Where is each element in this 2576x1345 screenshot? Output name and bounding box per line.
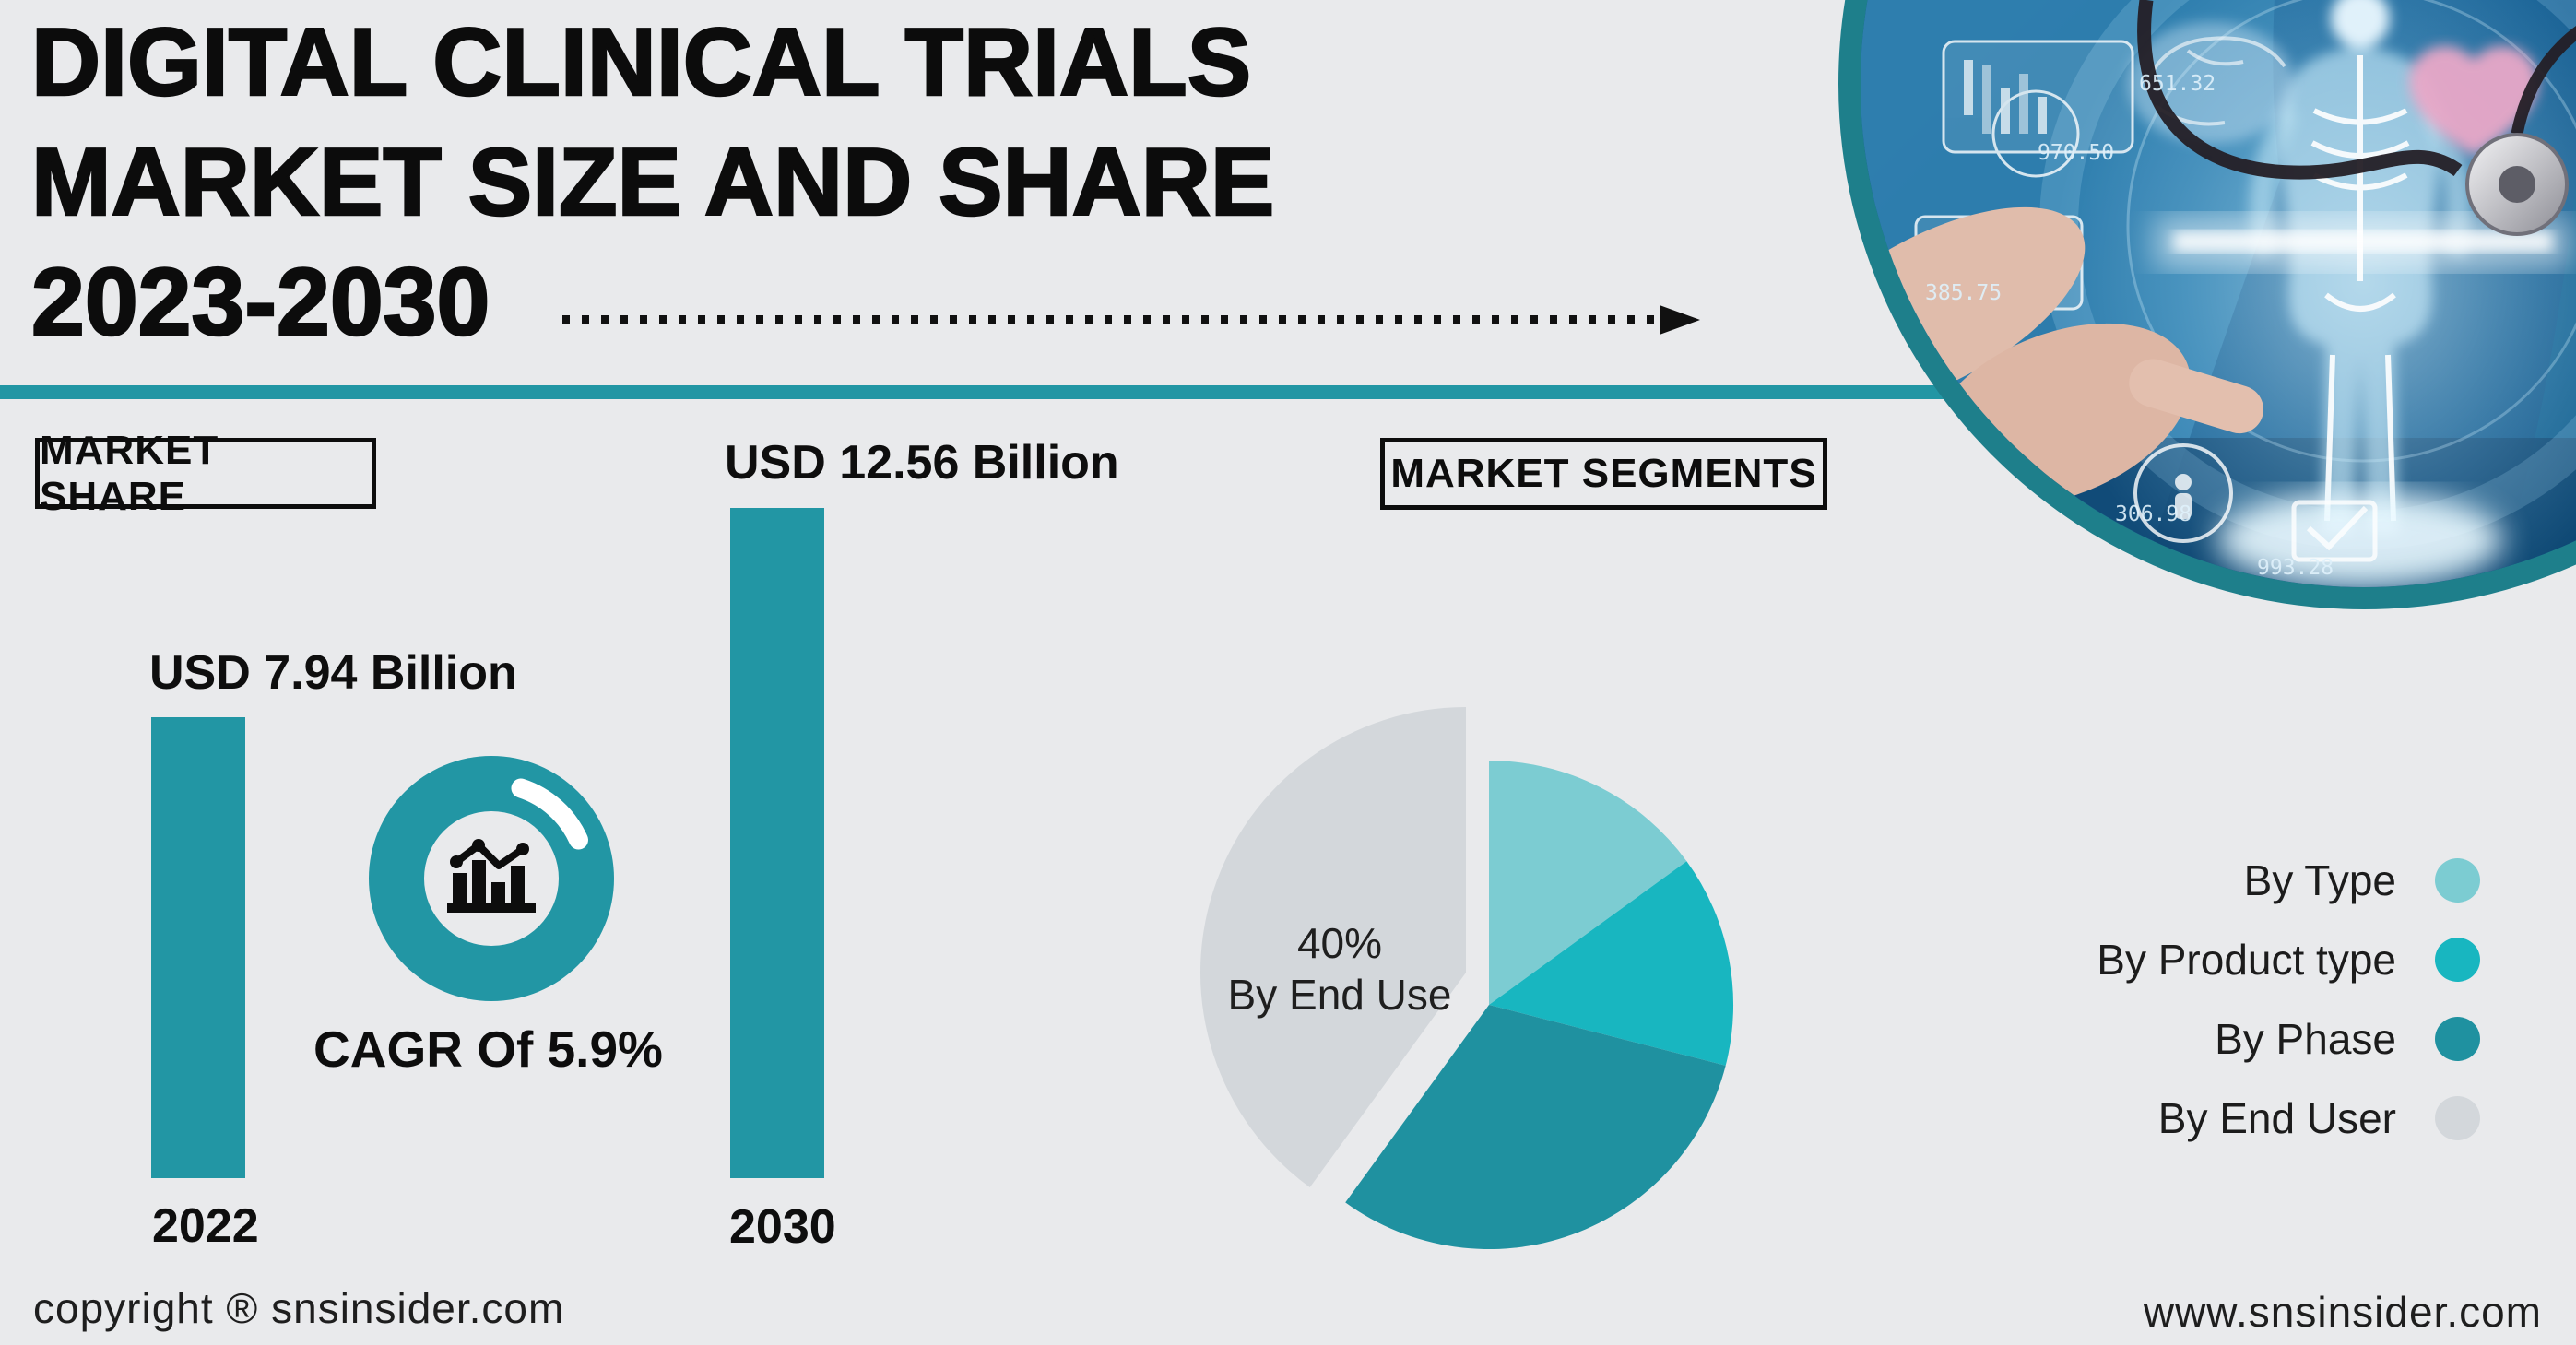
heart-illustration [2409, 45, 2538, 156]
photo-numbers: 651.32 970.50 385.75 306.98 993.28 [1925, 72, 2334, 580]
website-url: www.snsinsider.com [2143, 1288, 2542, 1336]
legend-row-by-phase: By Phase [2097, 999, 2480, 1079]
pie-slice-by-end-user [1199, 707, 1466, 1187]
cagr-label: CAGR Of 5.9% [313, 1021, 663, 1078]
market-segments-badge-label: MARKET SEGMENTS [1390, 451, 1817, 496]
legend-row-by-end-user: By End User [2097, 1079, 2480, 1158]
photo-number: 651.32 [2139, 72, 2216, 96]
hero-photo-svg: 651.32 970.50 385.75 306.98 993.28 [1861, 0, 2576, 587]
bar-year-2022: 2022 [152, 1199, 259, 1253]
market-share-badge: MARKET SHARE [35, 428, 376, 519]
legend-row-by-product-type: By Product type [2097, 920, 2480, 999]
legend-swatch [2435, 1017, 2480, 1061]
title-line-1: DIGITAL CLINICAL TRIALS [30, 8, 1253, 118]
growth-chart-icon [447, 839, 536, 913]
pie-center-label: 40% By End Use [1201, 917, 1478, 1021]
cagr-badge [369, 756, 614, 1001]
pie-slice-by-type [1489, 761, 1687, 1005]
legend-label: By Product type [2097, 936, 2396, 984]
photo-number: 385.75 [1925, 281, 2002, 305]
title-line-3: 2023-2030 [30, 248, 491, 358]
ring-highlight [511, 778, 588, 850]
bar-2030 [730, 508, 824, 1178]
legend-row-by-type: By Type [2097, 841, 2480, 920]
market-share-badge-label: MARKET SHARE [40, 427, 219, 519]
photo-number: 306.98 [2115, 502, 2192, 526]
photo-number: 970.50 [2038, 141, 2114, 165]
copyright-text: copyright ® snsinsider.com [33, 1284, 565, 1332]
market-segments-badge: MARKET SEGMENTS [1380, 438, 1827, 510]
dotted-arrow [562, 305, 1700, 335]
legend-swatch [2435, 858, 2480, 903]
divider-bar [0, 385, 2576, 399]
legend: By Type By Product type By Phase By End Use… [2097, 841, 2480, 1158]
bar-value-2022: USD 7.94 Billion [149, 646, 517, 700]
legend-label: By Type [2243, 856, 2396, 904]
bar-2022 [151, 717, 245, 1178]
title-line-2: MARKET SIZE AND SHARE [30, 128, 1276, 238]
stethoscope [2137, 0, 2576, 236]
legend-label: By End User [2157, 1094, 2396, 1142]
pie-chart [1199, 707, 1734, 1250]
legend-label: By Phase [2215, 1015, 2396, 1063]
bar-value-2030: USD 12.56 Billion [725, 436, 1119, 490]
pie-percent: 40% [1296, 919, 1383, 967]
pie-slice-by-phase [1345, 1005, 1726, 1250]
page-title: DIGITAL CLINICAL TRIALS MARKET SIZE AND … [30, 3, 1276, 362]
pie-segment-name: By End Use [1227, 971, 1452, 1019]
pie-slice-by-product-type [1489, 861, 1734, 1066]
photo-number: 993.28 [2257, 556, 2334, 580]
legend-swatch [2435, 938, 2480, 982]
legend-swatch [2435, 1096, 2480, 1140]
bar-year-2030: 2030 [729, 1200, 836, 1254]
hero-photo: 651.32 970.50 385.75 306.98 993.28 [1838, 0, 2576, 609]
